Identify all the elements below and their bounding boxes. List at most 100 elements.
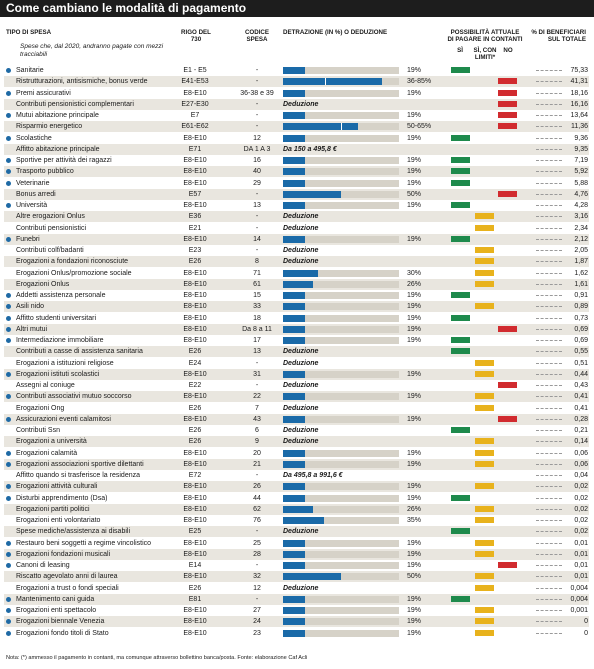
row-name: Ristrutturazioni, antisismiche, bonus ve… (16, 78, 148, 86)
detrazione-bar-track (283, 607, 399, 614)
table-row: Erogazioni Onlus/promozione sociale E8-E1… (0, 268, 594, 279)
row-percentuale: 19% (407, 67, 422, 74)
header-no: NO (503, 47, 513, 54)
row-beneficiari: 0,69 (574, 337, 588, 344)
detrazione-bar (283, 415, 306, 423)
detrazione-bar (283, 292, 306, 299)
detrazione-bar (283, 573, 341, 581)
row-rigo: E26 (188, 404, 202, 412)
header-tipo: TIPO DI SPESA (6, 29, 52, 36)
status-limiti-marker (475, 213, 494, 220)
detrazione-bar-track (283, 595, 399, 603)
row-beneficiari: 0,91 (574, 292, 588, 299)
status-limiti-marker (475, 460, 494, 467)
row-percentuale: 19% (407, 337, 422, 344)
row-codice: 18 (253, 314, 261, 322)
row-rigo: E27-E30 (181, 100, 209, 108)
table-row: Contributi pensionistici complementari E2… (0, 98, 594, 110)
status-si-marker (451, 179, 470, 186)
row-codice: 13 (253, 202, 261, 209)
leader-line (536, 182, 562, 184)
row-beneficiari: 0 (584, 629, 588, 637)
row-deduzione: Deduzione (283, 382, 319, 389)
table-row: Riscatto agevolato anni di laurea E8-E10 3… (0, 571, 594, 583)
row-percentuale: 19% (407, 393, 422, 401)
row-deduzione: Da 495,8 a 991,6 € (283, 472, 343, 479)
traceable-dot-icon (6, 484, 11, 490)
leader-line (536, 497, 562, 499)
status-no-marker (498, 190, 517, 197)
traceable-dot-icon (6, 551, 11, 557)
row-percentuale: 50-65% (407, 123, 432, 131)
leader-line (536, 216, 562, 218)
row-beneficiari: 0,02 (574, 528, 588, 536)
row-name: Mantenimento cani guida (16, 595, 95, 603)
leader-line (536, 126, 562, 128)
table-row: Erogazioni calamità E8-E10 20 19% 0,06 (0, 448, 594, 459)
leader-line (536, 317, 562, 319)
row-deduzione: Deduzione (283, 258, 319, 266)
status-si-marker (451, 528, 470, 535)
detrazione-bar (283, 280, 314, 288)
row-deduzione: Da 150 a 495,8 € (283, 145, 337, 153)
traceable-dot-icon (6, 540, 11, 546)
detrazione-bar-track (283, 460, 399, 468)
status-si-marker (451, 168, 470, 175)
row-percentuale: 19% (407, 494, 422, 502)
row-codice: 17 (253, 337, 261, 344)
detrazione-bar (283, 157, 306, 164)
status-limiti-marker (475, 303, 494, 310)
leader-line (536, 238, 562, 240)
detrazione-bar-track (283, 449, 399, 457)
leader-line (536, 441, 562, 443)
detrazione-bar-track (283, 573, 399, 581)
traceable-dot-icon (6, 304, 11, 310)
row-beneficiari: 0,06 (574, 449, 588, 457)
row-percentuale: 50% (407, 573, 422, 581)
traceable-dot-icon (6, 596, 11, 602)
table-row: Affitto quando si trasferisce la residen… (0, 470, 594, 481)
leader-line (536, 92, 562, 94)
row-codice: - (255, 562, 259, 569)
row-deduzione: Deduzione (283, 438, 319, 446)
row-name: Trasporto pubblico (16, 168, 74, 176)
header-codice: CODICE SPESA (244, 29, 270, 43)
row-percentuale: 19% (407, 134, 422, 142)
row-codice: 61 (253, 280, 261, 288)
detrazione-bar-track (283, 292, 399, 299)
row-percentuale: 26% (407, 505, 422, 513)
detrazione-bar-track (283, 337, 399, 344)
row-beneficiari: 9,36 (574, 134, 588, 142)
leader-line (536, 205, 562, 206)
row-codice: DA 1 A 3 (243, 145, 271, 153)
row-percentuale: 19% (407, 539, 422, 547)
traceable-dot-icon (6, 326, 11, 332)
row-name: Intermediazione immobiliare (16, 337, 104, 344)
table-row: Canoni di leasing E14 - 19% 0,01 (0, 560, 594, 571)
traceable-dot-icon (6, 68, 11, 73)
leader-line (536, 407, 562, 409)
row-deduzione: Deduzione (283, 213, 319, 221)
leader-line (536, 587, 562, 589)
row-name: Affitto studenti universitari (16, 314, 97, 322)
detrazione-bar-track (283, 618, 399, 626)
traceable-dot-icon (6, 563, 11, 568)
row-percentuale: 19% (407, 89, 422, 97)
status-si-marker (451, 337, 470, 343)
row-codice: 44 (253, 494, 261, 502)
row-name: Riscatto agevolato anni di laurea (16, 573, 118, 581)
row-deduzione: Deduzione (283, 584, 319, 592)
detrazione-bar-track (283, 505, 399, 513)
leader-line (536, 598, 562, 600)
row-beneficiari: 0,01 (574, 550, 588, 558)
detrazione-bar (283, 179, 306, 187)
row-beneficiari: 0,89 (574, 303, 588, 311)
row-codice: - (255, 359, 259, 367)
row-name: Canoni di leasing (16, 562, 70, 569)
row-name: Funebri (16, 235, 40, 243)
detrazione-bar-track (283, 190, 399, 198)
row-beneficiari: 41,31 (570, 78, 588, 86)
table-row: Intermediazione immobiliare E8-E10 17 19% 0,… (0, 335, 594, 346)
row-percentuale: 19% (407, 168, 422, 176)
row-percentuale: 19% (407, 595, 422, 603)
